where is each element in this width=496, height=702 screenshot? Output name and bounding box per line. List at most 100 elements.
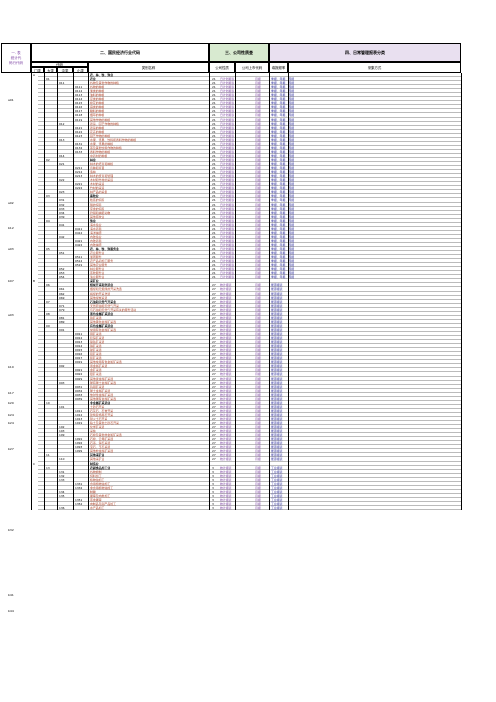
cell-stat: 季报、年报、周报 [271, 93, 295, 98]
cell-freq: 21 [212, 153, 216, 158]
cell-da: 03 [46, 194, 50, 199]
cell-meth: 月报 [255, 101, 261, 106]
cell-freq: 21 [212, 129, 216, 134]
cell-stat: 能源报表 [271, 291, 283, 296]
cell-stat: 能源报表 [271, 416, 283, 421]
cell-stat: 能源报表 [271, 327, 283, 332]
table-row: 03 畜牧业 21 日计划报表 月报 季报、年报、周报 [38, 194, 461, 199]
cell-unit: 日计划报表 [220, 174, 235, 179]
cell-freq: 21 [212, 166, 216, 171]
cell-stat: 季报、年报、周报 [271, 81, 295, 86]
cell-name: 放射性金属矿采选 [90, 392, 114, 397]
cell-unit: 日计划报表 [220, 149, 235, 154]
left-marker: b41 [8, 593, 14, 597]
cell-unit: 统计报表 [220, 319, 232, 324]
cell-unit: 统计报表 [220, 445, 232, 450]
header-report-class: 四、日常管理报表分类 [269, 43, 461, 62]
cell-zhong: 135 [59, 493, 65, 498]
cell-freq: 27 [212, 437, 216, 442]
table-row: 102 化学矿采选 27 统计报表 月报 能源报表 [38, 425, 461, 430]
cell-xiao: 0511 [75, 255, 83, 260]
cell-unit: 统计报表 [220, 481, 232, 486]
cell-freq: 3 [212, 493, 214, 498]
table-row: 0919 其他常用有色金属矿采选 27 统计报表 月报 能源报表 [38, 360, 461, 365]
cell-name: 中药材的种植 [90, 153, 108, 158]
table-row: 109 石棉及其他非金属矿采选 27 统计报表 月报 能源报表 [38, 433, 461, 438]
cell-stat: 季报、年报、周报 [271, 242, 295, 247]
cell-stat: 季报、年报、周报 [271, 170, 295, 175]
cell-meth: 月报 [255, 242, 261, 247]
table-row: 0112 薯类的种植 21 日计划报表 月报 季报、年报、周报 [38, 89, 461, 94]
table-row: 0916 铝矿采选 27 统计报表 月报 能源报表 [38, 352, 461, 357]
cell-zhong: 061 [59, 287, 65, 292]
cell-stat: 能源报表 [271, 376, 283, 381]
cell-freq: 3 [212, 485, 214, 490]
cell-name: 林业服务业 [90, 267, 105, 272]
subheader-method: 采集方式 [288, 62, 461, 73]
cell-xiao: 1019 [75, 421, 83, 426]
cell-freq: 21 [212, 210, 216, 215]
cell-stat: 季报、年报、周报 [271, 194, 295, 199]
cell-stat: 能源报表 [271, 388, 283, 393]
cell-name: 其他采矿业 [90, 453, 105, 458]
cell-freq: 27 [212, 376, 216, 381]
cell-stat: 季报、年报、周报 [271, 149, 295, 154]
cell-zhong: 134 [59, 489, 65, 494]
cell-stat: 能源报表 [271, 445, 283, 450]
table-row: 0411 海水养殖 21 日计划报表 月报 季报、年报、周报 [38, 227, 461, 231]
cell-zhong: 131 [59, 469, 65, 474]
cell-stat: 季报、年报、周报 [271, 141, 295, 146]
cell-meth: 月报 [255, 210, 261, 215]
cell-name: 铅锌矿采选 [90, 336, 105, 341]
cell-freq: 27 [212, 453, 216, 458]
cell-stat: 季报、年报、周报 [271, 182, 295, 187]
cell-freq: 27 [212, 421, 216, 426]
cell-meth: 月报 [255, 469, 261, 474]
subheader-nature: 公司性质 [209, 62, 235, 73]
cell-name: 糖料的种植 [90, 109, 105, 114]
table-row: 0932 稀土金属矿采选 27 统计报表 月报 能源报表 [38, 389, 461, 393]
cell-name: 薯类的种植 [90, 89, 105, 94]
cell-xiao: 0211 [75, 166, 83, 171]
table-row: 1331 食用植物油加工 3 统计报表 月报 工业报表 [38, 482, 461, 486]
cell-xiao: 0122 [75, 129, 83, 134]
cell-stat: 能源报表 [271, 396, 283, 401]
cell-name: 采盐 [90, 429, 96, 434]
cell-xiao: 1351 [75, 497, 83, 502]
cell-freq: 27 [212, 380, 216, 385]
table-row: 013 水果、坚果、饮料和香料作物的种植 21 日计划报表 月报 季报、年报、周报 [38, 138, 461, 142]
cell-zhong: 132 [59, 473, 65, 478]
cell-name: 农、林、牧、渔服务业 [90, 247, 119, 252]
cell-stat: 能源报表 [271, 348, 283, 353]
cell-unit: 统计报表 [220, 372, 232, 377]
cell-xiao: 0116 [75, 105, 83, 110]
cell-meth: 月报 [255, 141, 261, 146]
cell-stat: 季报、年报、周报 [271, 230, 295, 235]
cell-freq: 27 [212, 344, 216, 349]
cell-freq: 27 [212, 404, 216, 409]
cell-unit: 日计划报表 [220, 137, 235, 142]
cell-unit: 日计划报表 [220, 101, 235, 106]
table-row: 093 稀有稀土金属矿采选 27 统计报表 月报 能源报表 [38, 381, 461, 385]
cell-name: 林木的抚育和管理 [90, 174, 114, 179]
cell-unit: 日计划报表 [220, 170, 235, 175]
cell-freq: 27 [212, 408, 216, 413]
cell-unit: 统计报表 [220, 332, 232, 336]
table-row: 110 其他采矿业 27 统计报表 月报 能源报表 [38, 457, 461, 462]
cell-stat: 季报、年报、周报 [271, 77, 295, 82]
cell-freq: 21 [212, 149, 216, 154]
cell-freq: 27 [212, 295, 216, 300]
cell-stat: 季报、年报、周报 [271, 186, 295, 191]
table-body: A 农、林、牧、渔业 01 农业 21 日计划报表 月报 季报、年报、周报 011 谷物及其他作物… [33, 73, 461, 511]
table-row: 0421 内陆养殖 21 日计划报表 月报 季报、年报、周报 [38, 239, 461, 243]
cell-unit: 日计划报表 [220, 242, 235, 247]
cell-unit: 日计划报表 [220, 133, 235, 138]
table-row: 0117 糖料的种植 21 日计划报表 月报 季报、年报、周报 [38, 109, 461, 114]
cell-freq: 27 [212, 433, 216, 438]
cell-name: 与石油和天然气开采有关的服务活动 [90, 307, 137, 312]
cell-freq: 21 [212, 113, 216, 118]
table-row: 0512 农产品初加工服务 21 日计划报表 月报 季报、年报、周报 [38, 259, 461, 264]
cell-stat: 工业报表 [271, 465, 283, 470]
table-row: 0121 蔬菜的种植 21 日计划报表 月报 季报、年报、周报 [38, 126, 461, 130]
cell-stat: 季报、年报、周报 [271, 137, 295, 142]
